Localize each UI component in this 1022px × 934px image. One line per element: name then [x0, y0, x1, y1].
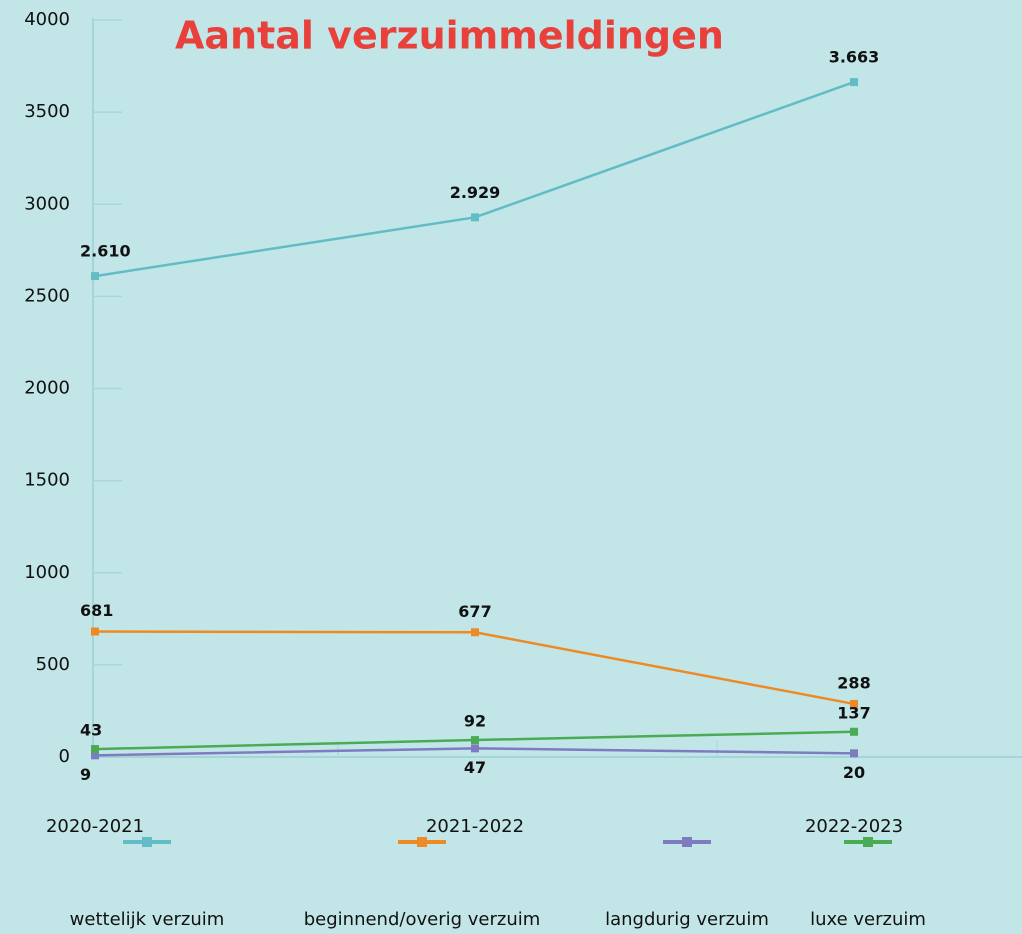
marker [471, 628, 479, 637]
y-tick-label: 1500 [24, 470, 70, 491]
marker [850, 699, 858, 708]
chart-title: Aantal verzuimmeldingen [175, 14, 724, 58]
legend-label: langdurig verzuim [605, 909, 769, 930]
value-label: 677 [458, 602, 491, 621]
value-label: 137 [837, 703, 870, 722]
marker [850, 749, 858, 758]
marker [471, 213, 479, 222]
value-label: 92 [464, 712, 486, 731]
value-label: 681 [80, 601, 113, 620]
value-label: 2.610 [80, 242, 131, 261]
y-tick-label: 500 [36, 654, 70, 675]
y-tick-label: 1000 [24, 562, 70, 583]
legend-label: wettelijk verzuim [70, 909, 225, 930]
x-tick-label: 2021-2022 [426, 816, 524, 837]
marker [850, 727, 858, 736]
y-tick-label: 3000 [24, 193, 70, 214]
legend-marker [142, 837, 152, 847]
legend-marker [863, 837, 873, 847]
value-label: 3.663 [829, 48, 880, 67]
value-label: 288 [837, 673, 870, 692]
value-label: 2.929 [450, 183, 501, 202]
value-label: 20 [843, 763, 865, 782]
x-tick-label: 2022-2023 [805, 816, 903, 837]
marker [471, 736, 479, 745]
y-tick-label: 0 [59, 746, 70, 767]
marker [91, 627, 99, 636]
legend-label: luxe verzuim [810, 909, 926, 930]
x-tick-label: 2020-2021 [46, 816, 144, 837]
legend-marker [682, 837, 692, 847]
value-label: 9 [80, 765, 91, 784]
value-label: 47 [464, 758, 486, 777]
marker [91, 745, 99, 754]
y-tick-label: 2000 [24, 378, 70, 399]
marker [91, 751, 99, 760]
legend-label: beginnend/overig verzuim [304, 909, 541, 930]
value-label: 43 [80, 721, 102, 740]
legend-marker [417, 837, 427, 847]
y-tick-label: 2500 [24, 285, 70, 306]
marker [471, 744, 479, 753]
y-tick-label: 4000 [24, 9, 70, 30]
marker [91, 272, 99, 281]
marker [850, 78, 858, 87]
y-tick-label: 3500 [24, 101, 70, 122]
